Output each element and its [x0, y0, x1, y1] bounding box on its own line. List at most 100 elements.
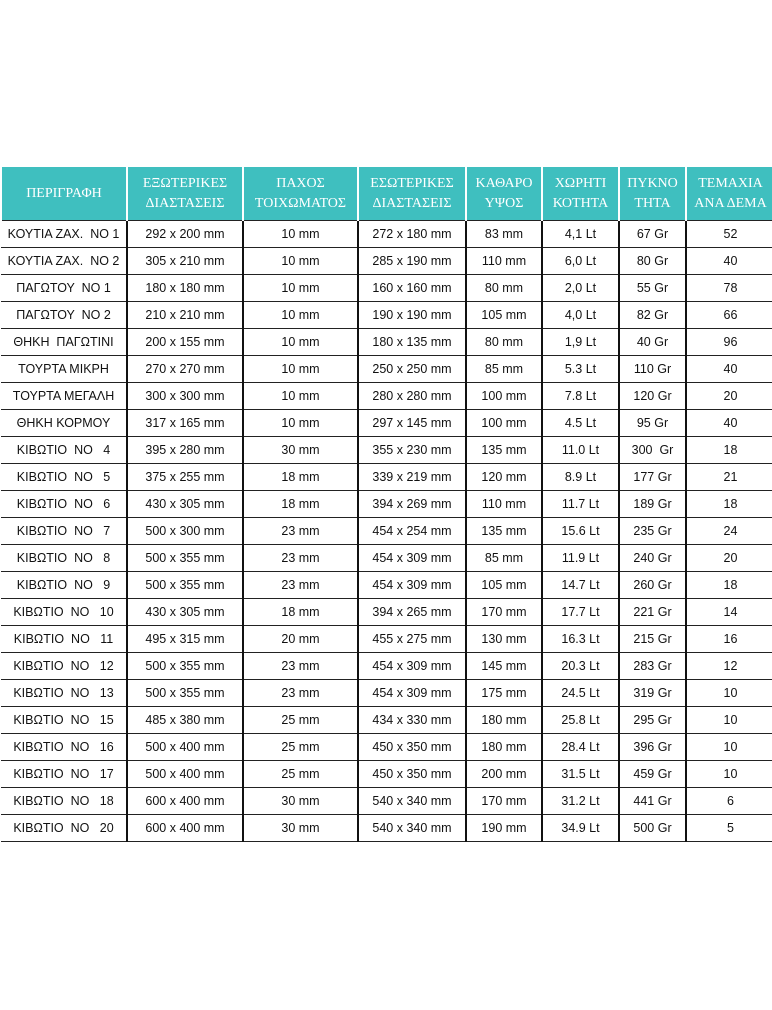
table-row: ΚΟΥΤΙΑ ΖΑΧ. ΝΟ 1 292 x 200 mm 10 mm 272 x 1…	[1, 220, 772, 248]
table-cell: 10 mm	[242, 220, 358, 248]
table-cell: 7.8 Lt	[541, 382, 619, 410]
table-cell: 18	[685, 490, 772, 518]
table-cell: 105 mm	[465, 301, 542, 329]
table-cell: 16	[685, 625, 772, 653]
table-cell: 30 mm	[242, 436, 358, 464]
table-row: ΚΙΒΩΤΙΟ ΝΟ 4 395 x 280 mm 30 mm 355 x 230 m…	[1, 436, 772, 464]
table-cell: 189 Gr	[618, 490, 686, 518]
table-cell: 96	[685, 328, 772, 356]
table-cell: 319 Gr	[618, 679, 686, 707]
table-cell: 23 mm	[242, 652, 358, 680]
table-cell: 454 x 309 mm	[357, 679, 466, 707]
table-cell: 441 Gr	[618, 787, 686, 815]
header-text: ΠΑΧΟΣ	[276, 175, 325, 191]
header-cell: ΕΞΩΤΕΡΙΚΕΣ ΔΙΑΣΤΑΣΕΙΣ	[126, 167, 243, 221]
table-row: ΚΙΒΩΤΙΟ ΝΟ 17 500 x 400 mm 25 mm 450 x 350 …	[1, 760, 772, 788]
header-text: ΠΕΡΙΓΡΑΦΗ	[26, 185, 102, 201]
table-cell: 23 mm	[242, 571, 358, 599]
header-text: ΑΝΑ ΔΕΜΑ	[694, 195, 767, 211]
table-cell: ΚΙΒΩΤΙΟ ΝΟ 8	[1, 544, 127, 572]
table-cell: 200 mm	[465, 760, 542, 788]
table-cell: 455 x 275 mm	[357, 625, 466, 653]
table-cell: 454 x 309 mm	[357, 571, 466, 599]
table-cell: 10	[685, 760, 772, 788]
table-cell: 52	[685, 220, 772, 248]
header-cell: ΤΕΜΑΧΙΑ ΑΝΑ ΔΕΜΑ	[685, 167, 772, 221]
table-cell: ΤΟΥΡΤΑ ΜΙΚΡΗ	[1, 355, 127, 383]
header-text: ΤΕΜΑΧΙΑ	[698, 175, 763, 191]
table-cell: 339 x 219 mm	[357, 463, 466, 491]
table-cell: 23 mm	[242, 679, 358, 707]
table-cell: 454 x 309 mm	[357, 652, 466, 680]
table-cell: 500 x 355 mm	[126, 679, 243, 707]
header-cell: ΠΥΚΝΟ ΤΗΤΑ	[618, 167, 686, 221]
table-cell: 600 x 400 mm	[126, 787, 243, 815]
table-cell: 500 x 355 mm	[126, 652, 243, 680]
table-cell: 11.7 Lt	[541, 490, 619, 518]
table-cell: 85 mm	[465, 544, 542, 572]
table-cell: 459 Gr	[618, 760, 686, 788]
table-cell: 28.4 Lt	[541, 733, 619, 761]
table-cell: 25 mm	[242, 706, 358, 734]
table-cell: 270 x 270 mm	[126, 355, 243, 383]
table-cell: 14	[685, 598, 772, 626]
header-cell: ΠΑΧΟΣ ΤΟΙΧΩΜΑΤΟΣ	[242, 167, 358, 221]
table-cell: 78	[685, 274, 772, 302]
table-cell: 67 Gr	[618, 220, 686, 248]
header-cell: ΧΩΡΗΤΙ ΚΟΤΗΤΑ	[541, 167, 619, 221]
table-row: ΚΟΥΤΙΑ ΖΑΧ. ΝΟ 2 305 x 210 mm 10 mm 285 x 1…	[1, 247, 772, 275]
table-cell: 430 x 305 mm	[126, 490, 243, 518]
table-cell: 180 x 180 mm	[126, 274, 243, 302]
table-cell: 40	[685, 409, 772, 437]
table-cell: 120 mm	[465, 463, 542, 491]
table-cell: 10 mm	[242, 409, 358, 437]
table-cell: 600 x 400 mm	[126, 814, 243, 842]
table-cell: 30 mm	[242, 787, 358, 815]
table-cell: ΚΙΒΩΤΙΟ ΝΟ 11	[1, 625, 127, 653]
table-cell: 30 mm	[242, 814, 358, 842]
table-cell: 300 Gr	[618, 436, 686, 464]
table-cell: 160 x 160 mm	[357, 274, 466, 302]
header-text: ΥΨΟΣ	[484, 195, 524, 211]
table-cell: ΚΙΒΩΤΙΟ ΝΟ 4	[1, 436, 127, 464]
table-cell: 300 x 300 mm	[126, 382, 243, 410]
table-cell: 10 mm	[242, 355, 358, 383]
table-row: ΚΙΒΩΤΙΟ ΝΟ 8 500 x 355 mm 23 mm 454 x 309 m…	[1, 544, 772, 572]
table-cell: ΚΙΒΩΤΙΟ ΝΟ 18	[1, 787, 127, 815]
table-cell: 10 mm	[242, 382, 358, 410]
table-cell: 221 Gr	[618, 598, 686, 626]
table-cell: 55 Gr	[618, 274, 686, 302]
table-cell: 11.9 Lt	[541, 544, 619, 572]
table-cell: 110 Gr	[618, 355, 686, 383]
table-cell: 110 mm	[465, 247, 542, 275]
table-cell: 317 x 165 mm	[126, 409, 243, 437]
table-cell: 292 x 200 mm	[126, 220, 243, 248]
table-cell: 10 mm	[242, 247, 358, 275]
table-cell: ΚΙΒΩΤΙΟ ΝΟ 15	[1, 706, 127, 734]
table-cell: 5	[685, 814, 772, 842]
table-cell: 240 Gr	[618, 544, 686, 572]
table-cell: 285 x 190 mm	[357, 247, 466, 275]
table-cell: 34.9 Lt	[541, 814, 619, 842]
table-cell: 20.3 Lt	[541, 652, 619, 680]
table-cell: 20	[685, 544, 772, 572]
table-cell: 18 mm	[242, 598, 358, 626]
table-cell: 10	[685, 733, 772, 761]
header-cell: ΚΑΘΑΡΟ ΥΨΟΣ	[465, 167, 542, 221]
table-cell: ΚΙΒΩΤΙΟ ΝΟ 16	[1, 733, 127, 761]
table-cell: 5.3 Lt	[541, 355, 619, 383]
table-row: ΚΙΒΩΤΙΟ ΝΟ 5 375 x 255 mm 18 mm 339 x 219 m…	[1, 463, 772, 491]
header-text: ΕΞΩΤΕΡΙΚΕΣ	[142, 175, 228, 191]
table-cell: 235 Gr	[618, 517, 686, 545]
header-text: ΤΟΙΧΩΜΑΤΟΣ	[254, 195, 347, 211]
table-cell: 375 x 255 mm	[126, 463, 243, 491]
table-cell: ΚΙΒΩΤΙΟ ΝΟ 17	[1, 760, 127, 788]
table-cell: 450 x 350 mm	[357, 760, 466, 788]
table-cell: 16.3 Lt	[541, 625, 619, 653]
table-cell: 40	[685, 247, 772, 275]
table-row: ΚΙΒΩΤΙΟ ΝΟ 10 430 x 305 mm 18 mm 394 x 265 …	[1, 598, 772, 626]
table-cell: 31.5 Lt	[541, 760, 619, 788]
table-cell: 145 mm	[465, 652, 542, 680]
table-cell: 215 Gr	[618, 625, 686, 653]
table-row: ΚΙΒΩΤΙΟ ΝΟ 18 600 x 400 mm 30 mm 540 x 340 …	[1, 787, 772, 815]
